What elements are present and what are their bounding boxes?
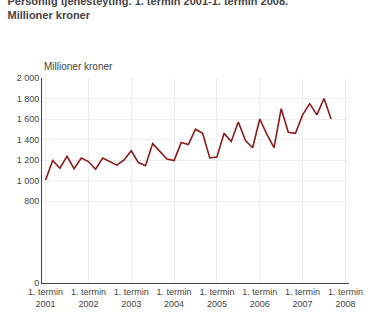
svg-text:1 400: 1 400 [17,135,40,145]
svg-text:1. termin2006: 1. termin2006 [242,287,277,309]
svg-text:1. termin2004: 1. termin2004 [157,287,192,309]
svg-text:1. termin2001: 1. termin2001 [28,287,63,309]
svg-text:1. termin2002: 1. termin2002 [71,287,106,309]
svg-text:0: 0 [34,278,39,288]
svg-text:2 000: 2 000 [17,73,40,83]
svg-text:800: 800 [24,196,39,206]
svg-text:Personlig tjenesteyting. 1. te: Personlig tjenesteyting. 1. termin 2001-… [8,0,289,21]
svg-text:1 600: 1 600 [17,114,40,124]
svg-text:1. termin2007: 1. termin2007 [285,287,320,309]
svg-text:1 800: 1 800 [17,94,40,104]
svg-text:1. termin2005: 1. termin2005 [199,287,234,309]
svg-text:1 000: 1 000 [17,176,40,186]
svg-text:Millioner kroner: Millioner kroner [44,61,113,72]
svg-text:1 200: 1 200 [17,155,40,165]
svg-text:1. termin2003: 1. termin2003 [114,287,149,309]
svg-text:1. termin2008: 1. termin2008 [328,287,363,309]
